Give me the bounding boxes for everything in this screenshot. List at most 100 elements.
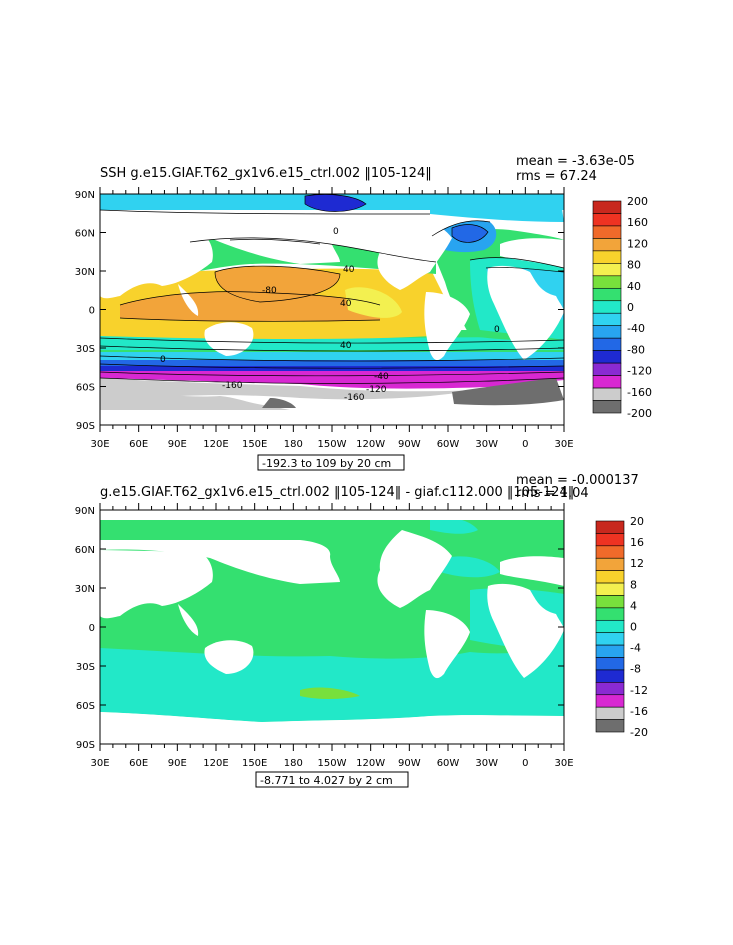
colorbar-swatch: [595, 520, 625, 534]
colorbar-swatch: [595, 657, 625, 671]
colorbar-swatch: [595, 632, 625, 646]
lon-label: 90E: [168, 758, 187, 769]
lat-label: 90N: [75, 190, 95, 201]
colorbar-swatch: [592, 362, 622, 376]
lon-label: 90W: [398, 439, 421, 450]
contour-label: 0: [160, 355, 166, 365]
colorbar-label: 80: [627, 259, 641, 272]
contour-label: 0: [494, 325, 500, 335]
colorbar-swatch: [595, 595, 625, 609]
mean-value: mean = -0.000137: [516, 473, 639, 488]
colorbar-swatch: [595, 533, 625, 547]
contour-label: 40: [343, 265, 355, 275]
colorbar-label: -20: [630, 726, 648, 739]
range-box: [257, 454, 405, 471]
colorbar-label: -4: [630, 642, 641, 655]
colorbar-swatch: [592, 312, 622, 327]
colorbar-label: -160: [627, 386, 652, 399]
lon-label: 60W: [437, 439, 460, 450]
colorbar-label: -8: [630, 663, 641, 676]
lon-label: 30E: [90, 439, 109, 450]
colorbar-swatch: [592, 325, 622, 339]
colorbar-swatch: [595, 545, 625, 559]
colorbar-label: 0: [627, 301, 634, 314]
colorbar: 200 160 120 80 40 0 -40 -80 -120 -160 -200: [592, 195, 652, 420]
colorbar-swatch: [595, 557, 625, 571]
contour-label: -40: [374, 372, 389, 382]
colorbar-swatch: [592, 238, 622, 252]
colorbar-swatch: [592, 200, 622, 214]
lon-label: 150E: [242, 758, 267, 769]
colorbar-swatch: [592, 350, 622, 364]
colorbar-label: -40: [627, 322, 645, 335]
colorbar-swatch: [592, 387, 622, 401]
lon-label: 30W: [475, 758, 498, 769]
lat-label: 60N: [75, 545, 95, 556]
contour-labels: -80 40 40 40 0 -40 -120 -160 -160 0 0: [160, 227, 500, 403]
lat-label: 90S: [76, 740, 95, 751]
contour-label: -160: [222, 381, 243, 391]
lon-label: 180: [284, 439, 303, 450]
colorbar-label: 8: [630, 578, 637, 591]
ssh-field: [100, 194, 564, 425]
lon-label: 0: [522, 758, 528, 769]
contour-label: 40: [340, 341, 352, 351]
lon-label: 30E: [90, 758, 109, 769]
map-panel-ssh: SSH g.e15.GIAF.T62_gx1v6.e15_ctrl.002 ‖1…: [75, 154, 652, 471]
contour-label: -80: [262, 286, 277, 296]
contour-label: 0: [333, 227, 339, 237]
diff-field: [100, 510, 564, 744]
lat-label: 30S: [76, 662, 95, 673]
lon-label: 60E: [129, 758, 148, 769]
colorbar-swatch: [595, 582, 625, 596]
colorbar-swatch: [592, 400, 622, 414]
colorbar-swatch: [595, 619, 625, 634]
colorbar-swatch: [595, 682, 625, 696]
colorbar-label: 120: [627, 237, 648, 250]
colorbar-swatch: [595, 669, 625, 683]
lat-label: 0: [89, 306, 95, 317]
colorbar-label: 200: [627, 195, 648, 208]
lon-label: 150E: [242, 439, 267, 450]
colorbar-label: 16: [630, 536, 644, 549]
panel-title: SSH g.e15.GIAF.T62_gx1v6.e15_ctrl.002 ‖1…: [100, 166, 432, 181]
colorbar-label: -120: [627, 365, 652, 378]
lon-label: 30E: [554, 439, 573, 450]
colorbar-label: 40: [627, 280, 641, 293]
colorbar-label: -16: [630, 705, 648, 718]
lon-label: 180: [284, 758, 303, 769]
lon-label: 30W: [475, 439, 498, 450]
lat-label: 30N: [75, 267, 95, 278]
contour-label: -120: [366, 385, 387, 395]
colorbar-label: 4: [630, 599, 637, 612]
contour-range-label: -8.771 to 4.027 by 2 cm: [260, 774, 393, 787]
colorbar-swatch: [592, 213, 622, 227]
contour-label: -160: [344, 393, 365, 403]
colorbar-label: 0: [630, 621, 637, 634]
lat-label: 0: [89, 623, 95, 634]
lon-label: 90W: [398, 758, 421, 769]
lon-label: 0: [522, 439, 528, 450]
colorbar-swatch: [592, 375, 622, 389]
colorbar-swatch: [592, 337, 622, 351]
lon-label: 120E: [203, 439, 228, 450]
colorbar-swatch: [595, 706, 625, 720]
colorbar-swatch: [595, 607, 625, 621]
rms-value: rms = 1.04: [516, 486, 589, 501]
lat-label: 90N: [75, 506, 95, 517]
lon-label: 30E: [554, 758, 573, 769]
lon-label: 60W: [437, 758, 460, 769]
lon-label: 60E: [129, 439, 148, 450]
lat-label: 30N: [75, 584, 95, 595]
colorbar-swatch: [592, 225, 622, 239]
map-panel-diff: mean = -0.000137 rms = 1.04 g.e15.GIAF.T…: [75, 473, 648, 788]
mean-value: mean = -3.63e-05: [516, 154, 635, 169]
colorbar-label: -12: [630, 684, 648, 697]
contour-label: 40: [340, 299, 352, 309]
map-axes: 90N 60N 30N 0 30S 60S 90S 30E 60E 90E 120E 150E 180 1…: [75, 503, 574, 769]
colorbar-label: 160: [627, 216, 648, 229]
range-box: [255, 771, 409, 788]
lon-label: 150W: [318, 758, 347, 769]
colorbar-swatch: [595, 644, 625, 658]
